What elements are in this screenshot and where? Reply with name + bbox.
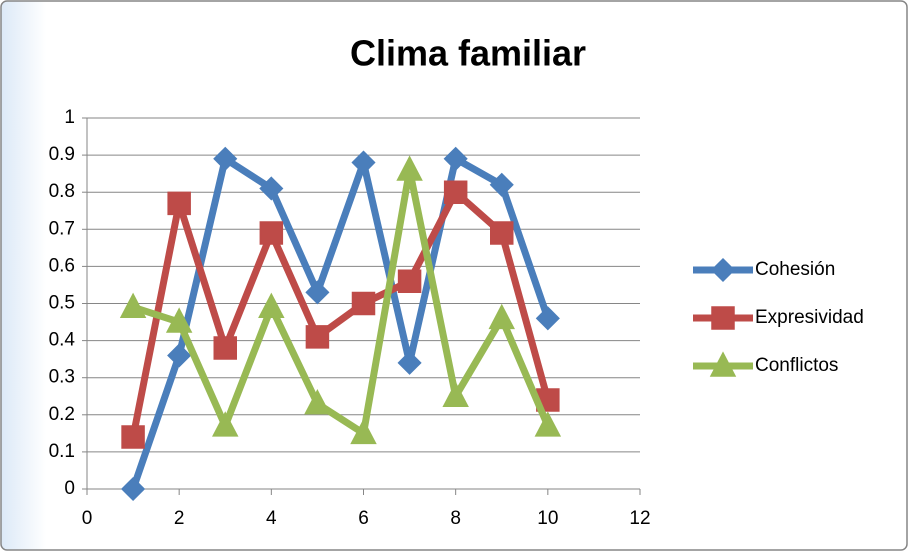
y-tick-label: 0.9 [49, 144, 75, 165]
marker [305, 325, 330, 349]
marker [167, 343, 192, 368]
marker [351, 150, 376, 175]
marker [397, 269, 422, 293]
marker [121, 476, 146, 502]
marker [397, 350, 422, 375]
marker [351, 291, 376, 316]
y-tick-label: 0.8 [49, 181, 75, 202]
marker [488, 303, 515, 330]
x-tick-label: 8 [450, 508, 461, 529]
marker [213, 146, 238, 171]
marker [121, 425, 145, 449]
marker [258, 292, 285, 318]
y-tick-label: 0.7 [49, 218, 75, 239]
marker [259, 221, 284, 245]
x-tick-label: 4 [266, 508, 277, 529]
marker [167, 191, 191, 216]
marker [442, 381, 469, 407]
marker [212, 411, 239, 437]
series-line [132, 166, 552, 437]
legend-marker [711, 306, 735, 330]
legend-marker [709, 351, 737, 377]
marker [259, 176, 284, 201]
y-tick-label: 0.2 [49, 404, 75, 425]
y-tick-label: 0.1 [49, 441, 75, 462]
marker [165, 307, 193, 333]
legend-label: Expresividad [755, 307, 864, 328]
y-tick-label: 1 [64, 107, 75, 128]
legend-label: Conflictos [755, 355, 838, 376]
x-tick-label: 10 [537, 508, 558, 529]
marker [305, 280, 330, 305]
chart-title: Clima familiar [350, 33, 586, 74]
x-tick-label: 6 [358, 508, 369, 529]
x-tick-label: 0 [82, 508, 93, 529]
x-tick-label: 12 [629, 508, 650, 529]
marker [213, 336, 237, 360]
marker [490, 221, 514, 245]
legend-marker [710, 257, 736, 283]
marker [119, 292, 147, 318]
legend-label: Cohesión [755, 259, 835, 280]
marker [443, 146, 468, 171]
y-tick-label: 0.4 [49, 330, 76, 351]
marker [443, 180, 468, 204]
marker [534, 411, 562, 437]
marker [304, 389, 331, 415]
y-tick-label: 0.6 [49, 255, 75, 276]
series-line [129, 155, 552, 491]
marker [489, 172, 514, 197]
marker [396, 155, 423, 181]
y-tick-label: 0.5 [49, 293, 75, 314]
series-line [129, 188, 552, 438]
y-tick-label: 0.3 [49, 367, 75, 388]
marker [535, 306, 560, 331]
y-tick-label: 0 [64, 478, 75, 499]
marker [350, 418, 377, 445]
x-tick-label: 2 [174, 508, 185, 529]
